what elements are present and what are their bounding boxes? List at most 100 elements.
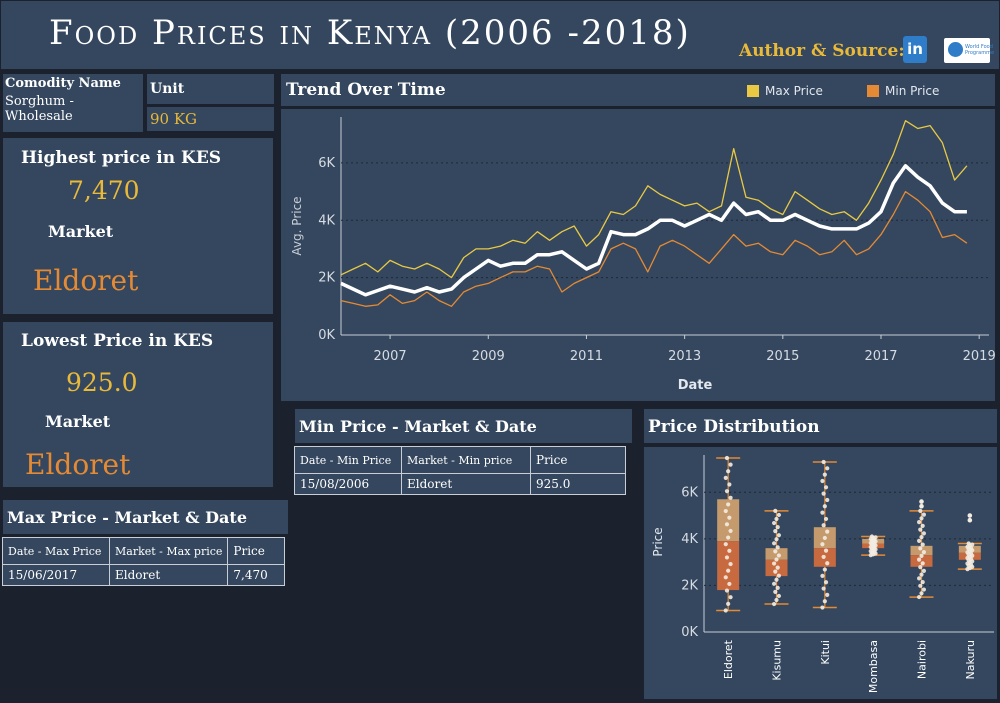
box-data-point bbox=[728, 462, 733, 467]
max-price-table: Date - Max Price Market - Max price Pric… bbox=[2, 537, 286, 586]
box-category-label: Nakuru bbox=[964, 640, 977, 679]
box-upper-quartile bbox=[717, 499, 740, 542]
unit-card: Unit bbox=[146, 73, 275, 105]
wfp-logo-icon[interactable]: World Food Programme bbox=[944, 38, 994, 63]
y-tick-label: 4K bbox=[318, 213, 335, 228]
box-data-point bbox=[772, 601, 777, 607]
x-axis-title: Date bbox=[678, 378, 713, 393]
highest-price-card: Highest price in KES 7,470 Market Eldore… bbox=[2, 137, 274, 315]
box-data-point bbox=[921, 587, 926, 592]
box-data-point bbox=[918, 564, 923, 570]
box-data-point bbox=[774, 537, 779, 542]
lowest-price-value: 925.0 bbox=[66, 368, 138, 397]
box-data-point bbox=[728, 495, 733, 500]
distribution-chart-panel: 0K 2K 4K 6K Price Eldoret Kisumu Kitui Mombasa Na… bbox=[643, 446, 998, 700]
box-data-point bbox=[723, 542, 728, 547]
box-data-point bbox=[820, 573, 825, 579]
max-table-header: Max Price - Market & Date bbox=[2, 499, 289, 535]
min-cell-market: Eldoret bbox=[401, 473, 531, 495]
box-data-point bbox=[822, 504, 827, 509]
x-tick-label: 2017 bbox=[864, 349, 897, 364]
box-data-point bbox=[728, 561, 733, 567]
box-data-point bbox=[774, 557, 779, 562]
box-data-point bbox=[775, 545, 780, 550]
lowest-market-value: Eldoret bbox=[25, 448, 131, 481]
box-data-point bbox=[728, 528, 733, 534]
box-data-point bbox=[724, 489, 730, 494]
box-data-point bbox=[917, 594, 922, 600]
box-data-point bbox=[822, 472, 827, 477]
box-data-point bbox=[970, 542, 975, 547]
linkedin-icon-text: in bbox=[907, 40, 923, 58]
box-data-point bbox=[776, 593, 781, 599]
box-data-point bbox=[723, 608, 728, 613]
box-lower-quartile bbox=[717, 541, 740, 591]
min-price-table: Date - Min Price Market - Min price Pric… bbox=[294, 446, 626, 495]
box-category-label: Nairobi bbox=[916, 640, 929, 679]
unit-value-card: 90 KG bbox=[146, 106, 275, 132]
box-y-tick-label: 6K bbox=[681, 485, 698, 500]
box-data-point bbox=[772, 541, 777, 546]
legend-max-label: Max Price bbox=[765, 84, 823, 98]
y-tick-label: 2K bbox=[318, 271, 335, 286]
trend-chart-panel: 0K 2K 4K 6K 2007 2009 2011 2013 2015 2017 2019 Date… bbox=[280, 108, 996, 402]
box-data-point bbox=[825, 592, 830, 597]
box-data-point bbox=[772, 581, 777, 586]
box-data-point bbox=[823, 548, 829, 553]
box-outlier-point bbox=[919, 503, 924, 509]
box-data-point bbox=[726, 568, 731, 573]
box-data-point bbox=[825, 529, 830, 534]
distribution-chart[interactable]: 0K 2K 4K 6K Price Eldoret Kisumu Kitui Mombasa Na… bbox=[644, 447, 997, 699]
box-data-point bbox=[869, 534, 875, 539]
commodity-value: Sorghum - Wholesale bbox=[5, 94, 74, 124]
commodity-card: Comodity Name Sorghum - Wholesale bbox=[2, 73, 144, 133]
box-data-point bbox=[921, 512, 926, 517]
box-data-point bbox=[774, 577, 779, 582]
box-data-point bbox=[820, 542, 825, 547]
min-table-header: Min Price - Market & Date bbox=[294, 408, 633, 444]
wfp-globe-icon bbox=[948, 42, 963, 57]
box-category-label: Kitui bbox=[819, 640, 832, 665]
legend-min-label: Min Price bbox=[885, 84, 940, 98]
min-cell-price: 925.0 bbox=[530, 473, 626, 495]
max-col-date: Date - Max Price bbox=[2, 537, 110, 565]
box-data-point bbox=[726, 535, 731, 540]
lowest-market-label: Market bbox=[45, 412, 111, 431]
box-data-point bbox=[825, 561, 830, 566]
min-col-market: Market - Min price bbox=[401, 446, 531, 474]
box-data-point bbox=[724, 522, 730, 527]
box-data-point bbox=[726, 469, 731, 474]
box-y-tick-label: 4K bbox=[681, 532, 698, 547]
box-data-point bbox=[723, 575, 728, 580]
highest-price-value: 7,470 bbox=[68, 176, 140, 205]
box-data-point bbox=[823, 580, 829, 585]
box-data-point bbox=[774, 597, 779, 603]
linkedin-icon[interactable]: in bbox=[903, 36, 927, 63]
box-data-point bbox=[774, 516, 779, 522]
box-data-point bbox=[724, 588, 730, 593]
box-data-point bbox=[873, 535, 878, 540]
box-data-point bbox=[823, 485, 829, 490]
box-data-point bbox=[920, 542, 925, 547]
box-data-point bbox=[773, 508, 778, 513]
box-data-point bbox=[917, 576, 922, 581]
box-data-point bbox=[820, 510, 825, 515]
wfp-logo-text: World Food Programme bbox=[965, 44, 995, 56]
box-data-point bbox=[773, 549, 778, 554]
box-data-point bbox=[723, 475, 728, 481]
box-lower-quartile bbox=[910, 555, 933, 567]
box-data-point bbox=[918, 546, 923, 551]
box-data-point bbox=[823, 516, 829, 522]
legend-max-swatch bbox=[747, 85, 759, 97]
trend-chart[interactable]: 0K 2K 4K 6K 2007 2009 2011 2013 2015 2017 2019 Date… bbox=[281, 109, 996, 401]
box-data-point bbox=[773, 569, 778, 574]
box-outlier-point bbox=[919, 499, 924, 504]
dashboard-header: Food Prices in Kenya (2006 -2018) Author… bbox=[0, 0, 1000, 70]
box-data-point bbox=[776, 533, 781, 538]
box-data-point bbox=[727, 515, 732, 520]
box-data-point bbox=[919, 572, 924, 577]
max-table-title: Max Price - Market & Date bbox=[7, 508, 247, 527]
box-category-label: Kisumu bbox=[771, 640, 784, 681]
box-data-point bbox=[776, 553, 781, 558]
author-source-label: Author & Source: bbox=[739, 41, 905, 61]
